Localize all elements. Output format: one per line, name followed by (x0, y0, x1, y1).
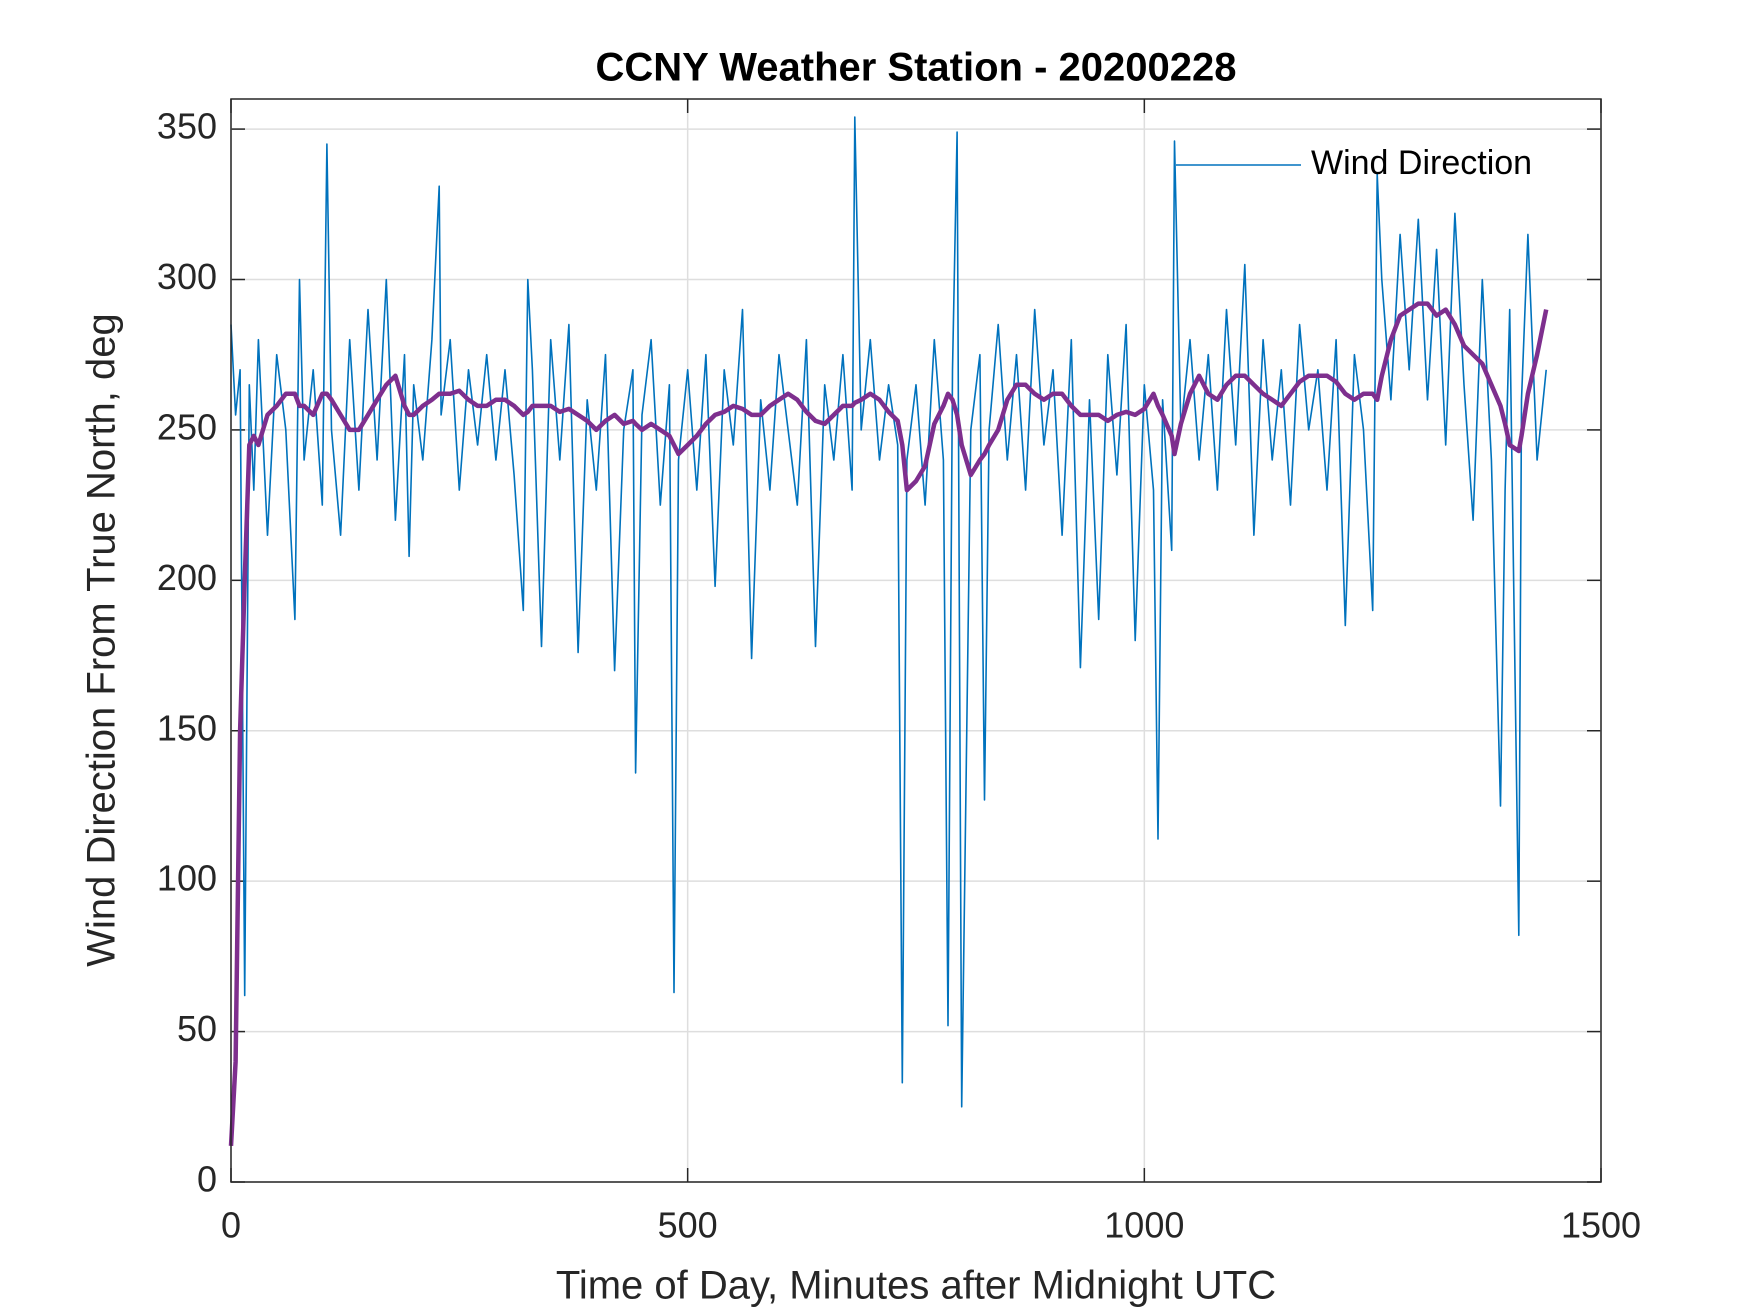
y-tick-label: 150 (157, 707, 217, 748)
y-axis-title: Wind Direction From True North, deg (80, 313, 124, 967)
y-tick-label: 350 (157, 106, 217, 147)
y-tick-label: 50 (177, 1008, 217, 1049)
series-line (228, 301, 1549, 1147)
y-tick-label: 0 (197, 1159, 217, 1200)
y-tick-label: 200 (157, 557, 217, 598)
x-axis-title: Time of Day, Minutes after Midnight UTC (556, 1264, 1276, 1308)
y-tick-label: 250 (157, 406, 217, 447)
x-tick-label: 0 (221, 1205, 241, 1246)
plot-area (231, 99, 1601, 1182)
x-tick-label: 1000 (1104, 1205, 1184, 1246)
x-tick-label: 500 (658, 1205, 718, 1246)
series-line (230, 116, 1547, 1108)
y-tick-label: 300 (157, 256, 217, 297)
y-tick-label: 100 (157, 858, 217, 899)
x-tick-label: 1500 (1561, 1205, 1641, 1246)
legend-label: Wind Direction (1311, 144, 1532, 182)
axes-box (230, 98, 1602, 1183)
chart-title: CCNY Weather Station - 20200228 (596, 46, 1237, 90)
